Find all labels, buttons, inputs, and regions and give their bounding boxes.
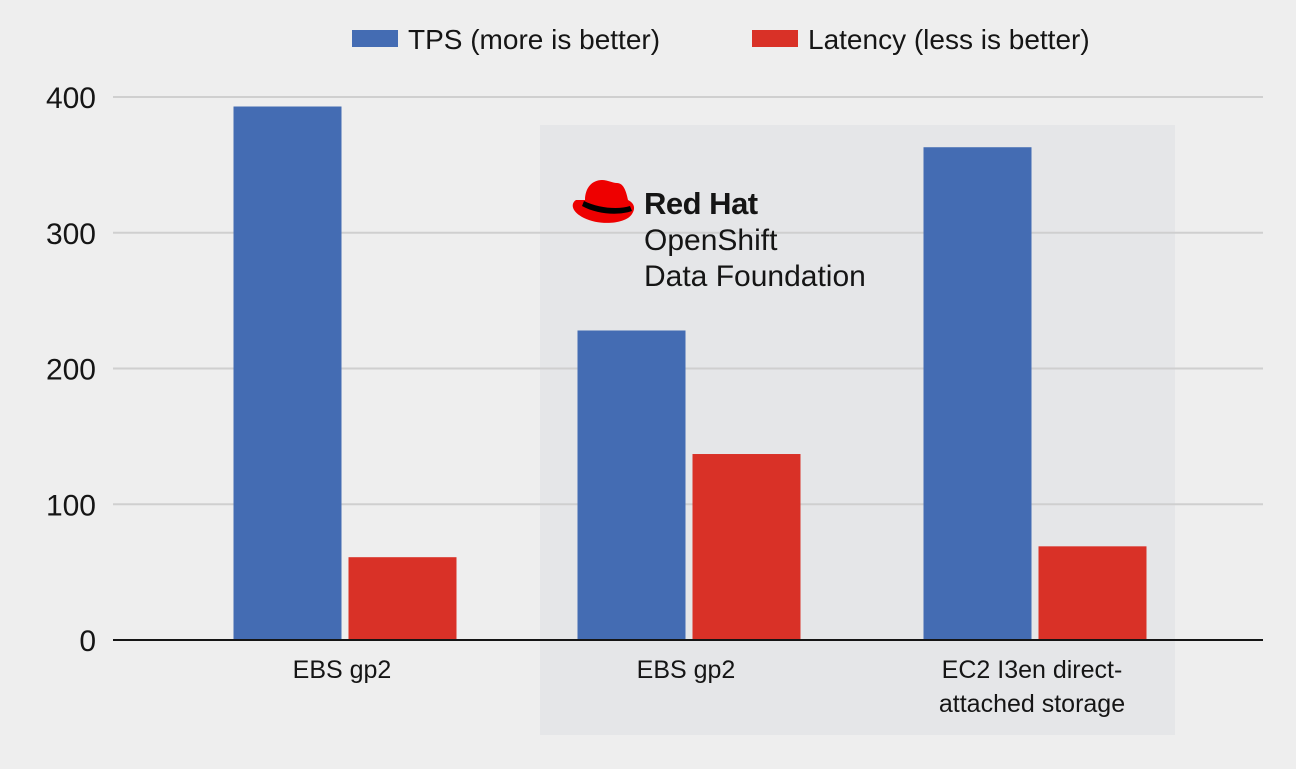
y-tick-label: 400 [46,82,96,115]
legend: TPS (more is better) Latency (less is bet… [352,24,1090,55]
x-tick-label: EBS gp2 [293,656,392,684]
bar-tps-0 [233,106,342,640]
legend-label: Latency (less is better) [808,24,1090,55]
redhat-fedora-icon [572,180,635,223]
y-tick-label: 100 [46,489,96,522]
x-tick-label: EBS gp2 [637,656,736,684]
y-tick-label: 300 [46,218,96,251]
bar-latency-2 [1038,546,1147,640]
logo-data-foundation-text: Data Foundation [644,260,866,293]
x-tick-label: EC2 I3en direct- [942,656,1123,684]
logo-red-hat-text: Red Hat [644,186,758,221]
bar-latency-1 [692,454,801,640]
bar-tps-1 [577,330,686,640]
y-tick-label: 0 [79,625,96,658]
legend-label: TPS (more is better) [408,24,660,55]
bar-latency-0 [348,557,457,640]
bar-tps-2 [923,147,1032,641]
y-tick-label: 200 [46,354,96,387]
logo-openshift-text: OpenShift [644,224,778,257]
legend-swatch [352,30,398,47]
x-tick-label: attached storage [939,690,1125,718]
legend-swatch [752,30,798,47]
redhat-logo: Red Hat OpenShift Data Foundation [572,180,866,293]
